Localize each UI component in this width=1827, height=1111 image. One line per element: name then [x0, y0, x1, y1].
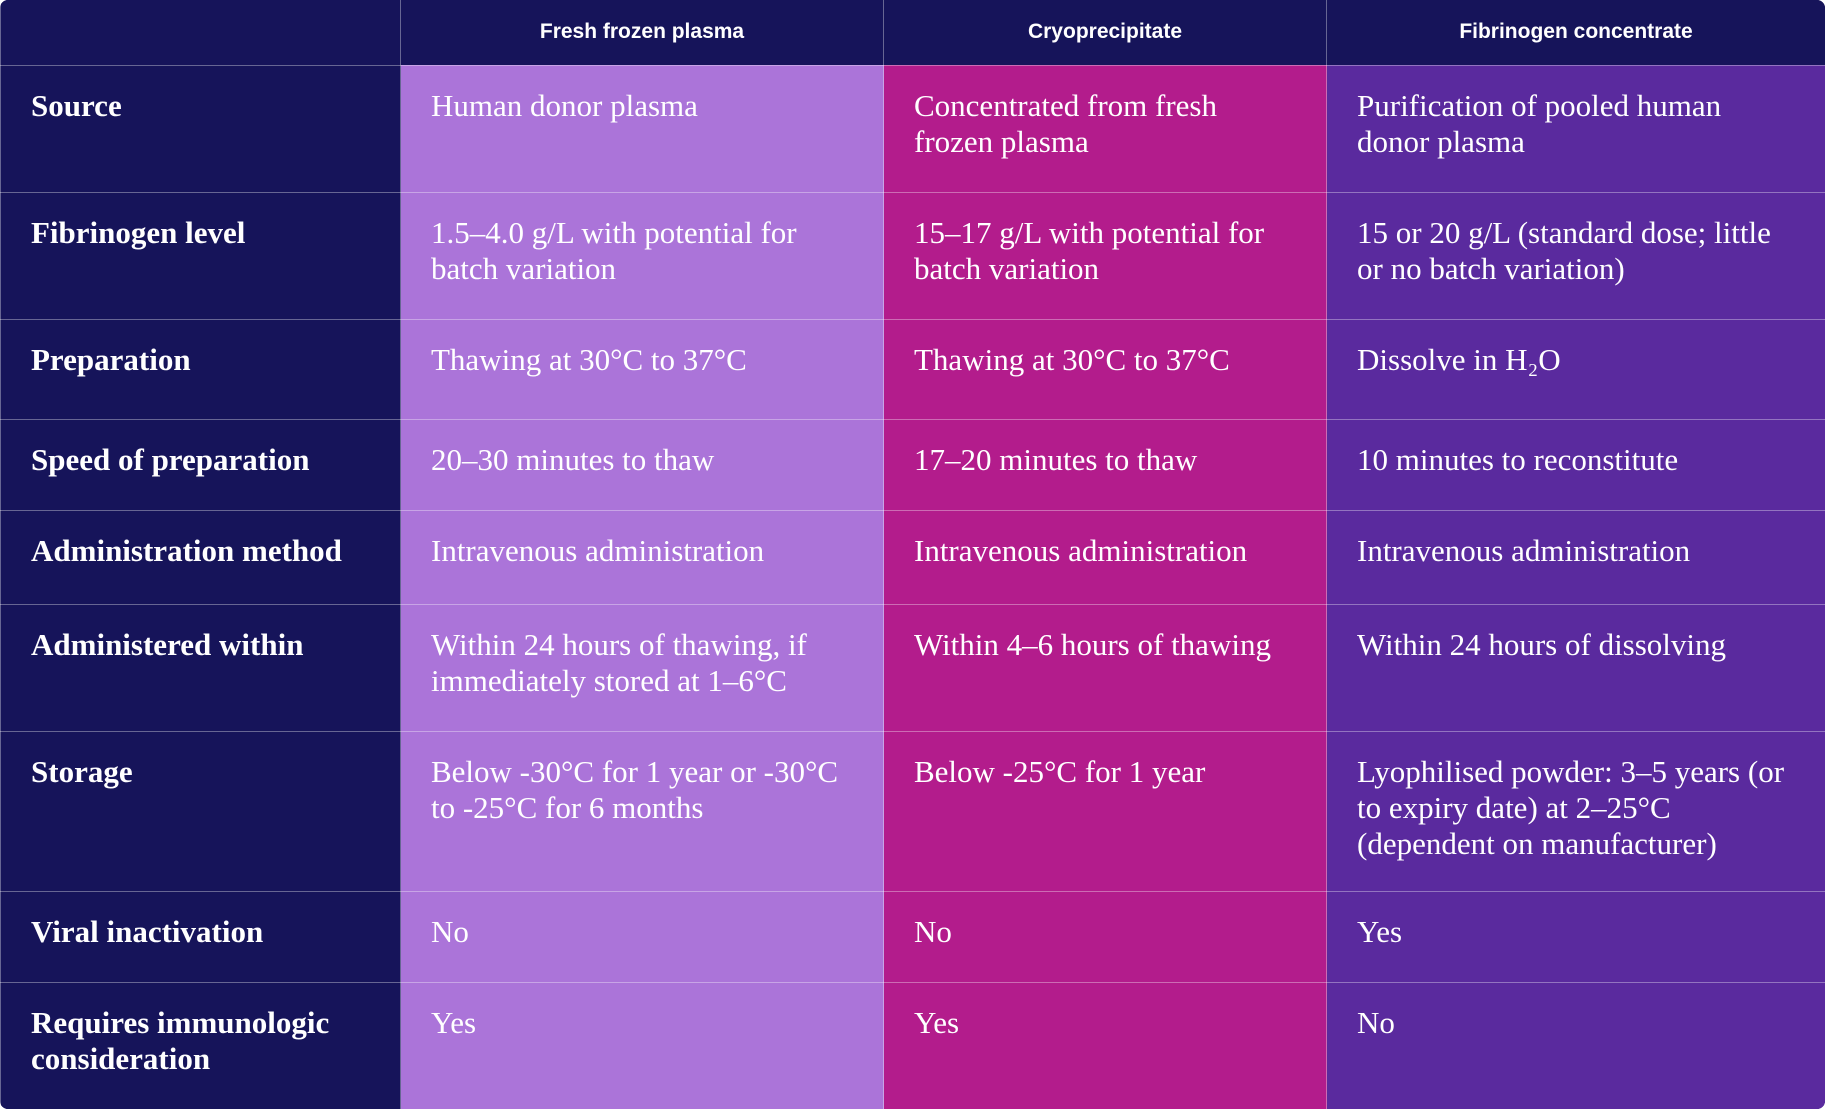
- table-cell: Within 24 hours of thawing, if immediate…: [400, 603, 884, 732]
- table-cell: No: [883, 890, 1327, 983]
- table-row: Speed of preparation 20–30 minutes to tha…: [0, 418, 1825, 511]
- table-row: Storage Below -30°C for 1 year or -30°C t…: [0, 730, 1825, 892]
- table-row: Requires immunologic consideration Yes Yes…: [0, 981, 1825, 1109]
- table-cell: Below -30°C for 1 year or -30°C to -25°C…: [400, 730, 884, 892]
- table-row: Viral inactivation No No Yes: [0, 890, 1825, 983]
- table-cell: Concentrated from fresh frozen plasma: [883, 64, 1327, 193]
- table-row: Administered within Within 24 hours of th…: [0, 603, 1825, 732]
- table-cell: 17–20 minutes to thaw: [883, 418, 1327, 511]
- row-label: Storage: [0, 730, 401, 892]
- table-cell: Intravenous administration: [400, 509, 884, 605]
- table-cell: Yes: [1326, 890, 1825, 983]
- table-cell: Dissolve in H₂O: [1326, 318, 1825, 420]
- table-cell: Below -25°C for 1 year: [883, 730, 1327, 892]
- table-cell: 15–17 g/L with potential for batch varia…: [883, 191, 1327, 320]
- table-cell: No: [1326, 981, 1825, 1109]
- table-cell: Intravenous administration: [883, 509, 1327, 605]
- corner-cell: [0, 0, 401, 66]
- column-header: Cryoprecipitate: [883, 0, 1327, 66]
- table-cell: No: [400, 890, 884, 983]
- table-row: Administration method Intravenous adminis…: [0, 509, 1825, 605]
- table-cell: Within 4–6 hours of thawing: [883, 603, 1327, 732]
- column-header: Fresh frozen plasma: [400, 0, 884, 66]
- column-header: Fibrinogen concentrate: [1326, 0, 1825, 66]
- table-cell: Lyophilised powder: 3–5 years (or to exp…: [1326, 730, 1825, 892]
- row-label: Viral inactivation: [0, 890, 401, 983]
- table-cell: Intravenous administration: [1326, 509, 1825, 605]
- row-label: Administered within: [0, 603, 401, 732]
- table-row: Source Human donor plasma Concentrated fro…: [0, 64, 1825, 193]
- table-cell: Thawing at 30°C to 37°C: [400, 318, 884, 420]
- row-label: Preparation: [0, 318, 401, 420]
- table-cell: Human donor plasma: [400, 64, 884, 193]
- table-cell: Yes: [400, 981, 884, 1109]
- table-cell: Thawing at 30°C to 37°C: [883, 318, 1327, 420]
- table-cell: 15 or 20 g/L (standard dose; little or n…: [1326, 191, 1825, 320]
- row-label: Administration method: [0, 509, 401, 605]
- row-label: Source: [0, 64, 401, 193]
- table-cell: 10 minutes to reconstitute: [1326, 418, 1825, 511]
- row-label: Requires immunologic consideration: [0, 981, 401, 1109]
- row-label: Speed of preparation: [0, 418, 401, 511]
- table-row: Fibrinogen level 1.5–4.0 g/L with potenti…: [0, 191, 1825, 320]
- table-cell: 1.5–4.0 g/L with potential for batch var…: [400, 191, 884, 320]
- table-cell: 20–30 minutes to thaw: [400, 418, 884, 511]
- header-row: Fresh frozen plasma Cryoprecipitate Fibrin…: [0, 0, 1825, 66]
- table-cell: Yes: [883, 981, 1327, 1109]
- table-cell: Within 24 hours of dissolving: [1326, 603, 1825, 732]
- table-row: Preparation Thawing at 30°C to 37°C Thawin…: [0, 318, 1825, 420]
- table-cell: Purification of pooled human donor plasm…: [1326, 64, 1825, 193]
- row-label: Fibrinogen level: [0, 191, 401, 320]
